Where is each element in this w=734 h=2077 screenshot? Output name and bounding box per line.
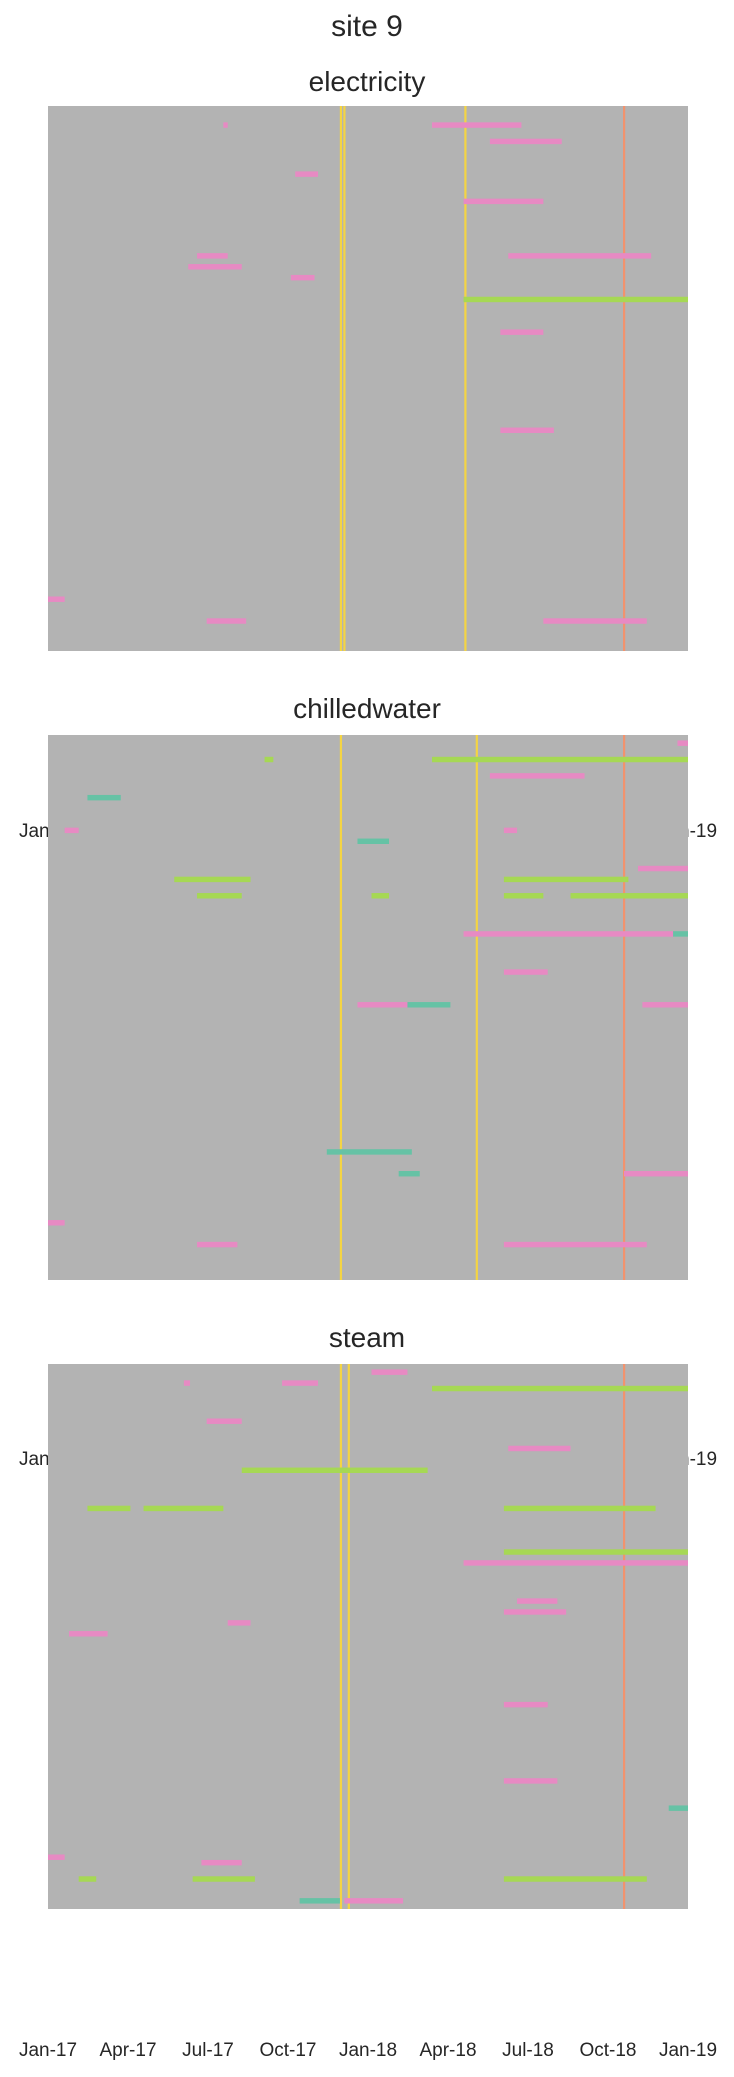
heatmap-segment-8	[143, 1505, 224, 1512]
vertical-gap-line-2	[464, 106, 467, 651]
heatmap-segment-18	[357, 1002, 408, 1008]
heatmap-segment-5	[64, 827, 79, 834]
heatmap-segment-21	[78, 1876, 97, 1882]
heatmap-segment-9	[503, 1505, 656, 1512]
heatmap-segment-23	[503, 1876, 647, 1882]
heatmap-segment-8	[638, 865, 688, 872]
x-tick-label: Jul-17	[182, 2040, 234, 2061]
heatmap-segment-11	[197, 893, 242, 899]
heatmap-segment-1	[223, 122, 228, 128]
heatmap-segment-16	[673, 931, 688, 937]
vertical-gap-line-2	[623, 1364, 626, 1909]
heatmap-segment-3	[432, 1385, 688, 1392]
heatmap-segment-25	[299, 1898, 340, 1904]
heatmap-segment-7	[87, 1505, 131, 1512]
heatmap-segment-5	[508, 1445, 571, 1452]
heatmap-segment-15	[463, 931, 674, 937]
heatmap-segment-11	[463, 1560, 688, 1566]
panel-title-chilledwater: chilledwater	[293, 693, 441, 724]
heatmap-segment-2	[489, 138, 562, 145]
heatmap-segment-7	[188, 264, 242, 270]
heatmap-segment-3	[295, 171, 319, 177]
heatmap-segment-26	[503, 1241, 647, 1248]
heatmap-segment-0	[282, 1380, 319, 1386]
heatmap-segment-19	[407, 1002, 451, 1008]
heatmap-electricity	[48, 106, 688, 651]
heatmap-segment-21	[326, 1149, 412, 1155]
heatmap-chilledwater	[48, 735, 688, 1280]
heatmap-segment-10	[500, 329, 544, 335]
vertical-gap-line-0	[339, 1364, 343, 1909]
heatmap-segment-13	[503, 1609, 567, 1615]
vertical-gap-line-1	[347, 1364, 350, 1909]
x-tick-label: Jan-17	[18, 2040, 78, 2061]
heatmap-segment-13	[206, 618, 247, 624]
heatmap-segment-10	[503, 876, 629, 883]
vertical-gap-line-3	[623, 106, 626, 651]
heatmap-segment-1	[183, 1380, 191, 1386]
heatmap-segment-25	[197, 1241, 238, 1248]
heatmap-canvas	[48, 106, 688, 651]
heatmap-segment-10	[503, 1549, 688, 1555]
heatmap-segment-0	[432, 122, 522, 128]
panel-title-electricity: electricity	[308, 66, 426, 97]
heatmap-segment-11	[500, 427, 554, 433]
x-tick-label: Oct-18	[579, 2040, 637, 2061]
heatmap-segment-4	[206, 1418, 242, 1424]
heatmap-canvas	[48, 735, 688, 1280]
heatmap-segment-3	[489, 773, 585, 779]
heatmap-segment-14	[543, 618, 647, 624]
heatmap-segment-0	[432, 756, 688, 763]
heatmap-segment-9	[463, 296, 688, 303]
heatmap-segment-12	[48, 596, 65, 602]
heatmap-segment-7	[357, 838, 390, 844]
heatmap-segment-18	[668, 1805, 688, 1811]
heatmap-segment-24	[344, 1898, 404, 1904]
heatmap-segment-22	[192, 1876, 255, 1882]
heatmap-segment-4	[87, 794, 121, 801]
heatmap-segment-20	[642, 1002, 688, 1008]
heatmap-segment-16	[503, 1701, 548, 1708]
x-tick-label: Jan-19	[658, 2040, 718, 2061]
heatmap-segment-8	[290, 274, 315, 281]
heatmap-segment-5	[197, 253, 228, 259]
heatmap-segment-1	[264, 756, 274, 763]
heatmap-segment-24	[48, 1220, 65, 1226]
x-axis-ticks-steam: Jan-17 Apr-17 Jul-17 Oct-17 Jan-18 Apr-18 Jul-…	[0, 2040, 734, 2070]
panel-title-steam: steam	[328, 1322, 406, 1353]
heatmap-segment-6	[241, 1467, 428, 1473]
heatmap-segment-20	[201, 1859, 242, 1866]
figure-title: site 9	[331, 10, 403, 43]
heatmap-segment-15	[69, 1631, 108, 1637]
heatmap-segment-12	[517, 1598, 558, 1604]
x-tick-label: Jul-18	[502, 2040, 554, 2061]
vertical-gap-line-2	[623, 735, 626, 1280]
x-tick-label: Apr-18	[419, 2040, 477, 2061]
vertical-gap-line-0	[339, 735, 343, 1280]
x-tick-label: Jan-18	[338, 2040, 398, 2061]
heatmap-canvas	[48, 1364, 688, 1909]
heatmap-segment-6	[503, 827, 518, 834]
heatmap-segment-22	[398, 1171, 420, 1177]
heatmap-segment-19	[48, 1854, 65, 1860]
heatmap-segment-14	[371, 893, 390, 899]
heatmap-segment-23	[624, 1171, 688, 1177]
heatmap-steam	[48, 1364, 688, 1909]
heatmap-segment-17	[503, 969, 548, 975]
heatmap-segment-9	[174, 876, 251, 883]
vertical-gap-line-0	[339, 106, 343, 651]
heatmap-segment-4	[463, 198, 544, 205]
vertical-gap-line-1	[343, 106, 346, 651]
x-tick-label: Oct-17	[259, 2040, 317, 2061]
heatmap-segment-17	[503, 1778, 558, 1784]
heatmap-segment-2	[677, 740, 688, 746]
heatmap-segment-6	[508, 253, 652, 259]
heatmap-segment-2	[371, 1369, 408, 1375]
heatmap-segment-12	[503, 893, 544, 899]
vertical-gap-line-1	[475, 735, 478, 1280]
heatmap-segment-13	[570, 893, 688, 899]
heatmap-segment-14	[227, 1620, 251, 1626]
x-tick-label: Apr-17	[99, 2040, 157, 2061]
